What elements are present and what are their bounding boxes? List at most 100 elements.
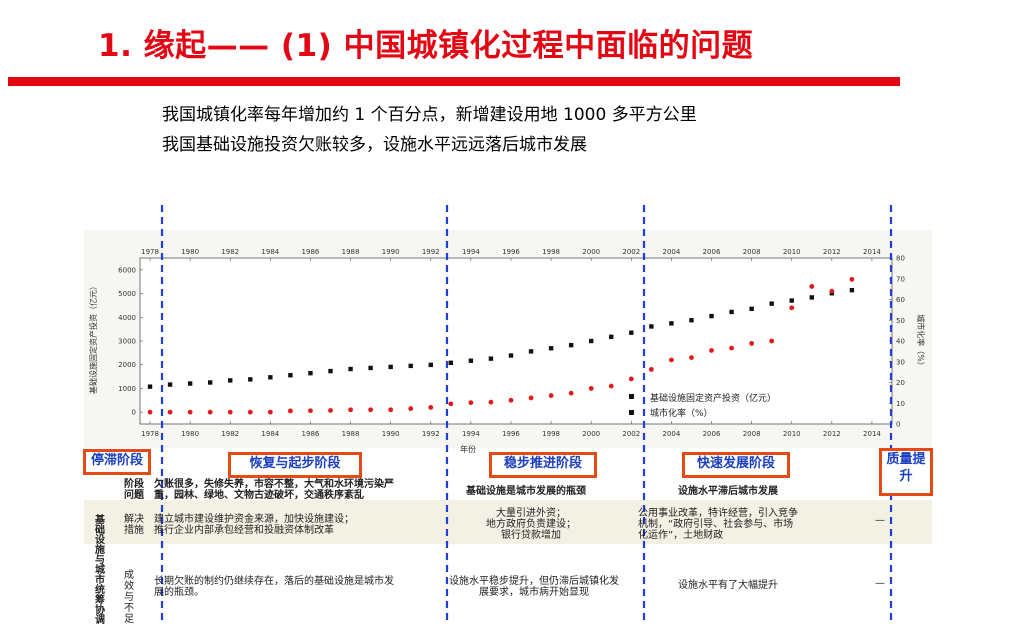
data-point-urbanization — [608, 383, 614, 389]
x-tick-label-top: 1980 — [181, 248, 199, 256]
cell-measures-rapid-2: 机制，“政府引导、社会参与、市场 — [638, 519, 794, 530]
data-point-investment — [448, 360, 454, 365]
x-tick-label-bottom: 1982 — [221, 430, 239, 438]
x-tick-label-top: 2008 — [743, 248, 761, 256]
legend-marker-investment — [629, 394, 634, 399]
data-point-urbanization — [568, 390, 574, 396]
cell-measures-steady-1: 大量引进外资； — [496, 508, 566, 519]
cell-measures-steady-2: 地方政府负责建设； — [486, 519, 576, 530]
data-point-investment — [629, 330, 634, 335]
data-point-urbanization — [769, 338, 775, 344]
data-point-urbanization — [408, 406, 414, 411]
data-point-investment — [147, 384, 153, 389]
data-point-urbanization — [548, 393, 554, 398]
cell-problems-recovery-2: 重，园林、绿地、文物古迹破坏，交通秩序紊乱 — [154, 490, 364, 501]
x-tick-label-bottom: 2014 — [863, 430, 881, 438]
stage-label-quality: 质量提升 — [879, 448, 933, 496]
data-point-urbanization — [288, 408, 293, 414]
data-point-investment — [248, 377, 253, 382]
x-tick-label-top: 1984 — [261, 248, 279, 256]
data-point-investment — [288, 373, 293, 378]
data-point-urbanization — [428, 405, 434, 410]
x-tick-label-bottom: 2000 — [582, 430, 600, 438]
data-point-investment — [167, 382, 173, 387]
cell-results-steady-1: 设施水平稳步提升，但仍滞后城镇化发 — [449, 576, 619, 587]
data-point-investment — [408, 363, 413, 369]
subtitle-line-2: 我国基础设施投资欠账较多，设施水平远远落后城市发展 — [162, 135, 587, 155]
x-tick-label-bottom: 1998 — [542, 430, 560, 438]
y-right-tick-label: 50 — [896, 317, 905, 325]
x-tick-label-bottom: 1980 — [181, 430, 199, 438]
x-tick-label-bottom: 1990 — [382, 430, 400, 438]
data-point-urbanization — [147, 409, 153, 415]
cell-measures-quality: — — [875, 515, 885, 526]
subtitle-line-1: 我国城镇化率每年增加约 1 个百分点，新增建设用地 1000 多平方公里 — [162, 105, 697, 125]
x-tick-label-top: 1994 — [462, 248, 480, 256]
x-tick-label-bottom: 2006 — [703, 430, 721, 438]
x-tick-label-top: 1996 — [502, 248, 520, 256]
y-right-tick-label: 0 — [896, 421, 900, 429]
data-point-investment — [488, 356, 494, 361]
y-right-tick-label: 30 — [896, 358, 905, 366]
cell-measures-rapid-3: 化运作”，土地财政 — [638, 530, 724, 541]
data-point-urbanization — [227, 409, 233, 415]
x-tick-label-top: 2012 — [823, 248, 841, 256]
stage-label-steady: 稳步推进阶段 — [489, 452, 597, 478]
x-tick-label-bottom: 1988 — [342, 430, 360, 438]
data-point-urbanization — [528, 395, 534, 401]
row-heading-measures: 解决措施 — [124, 514, 144, 536]
data-point-investment — [568, 342, 574, 348]
stage-label-stagnation: 停滞阶段 — [83, 449, 151, 475]
data-point-investment — [849, 287, 855, 293]
data-point-urbanization — [648, 367, 654, 372]
x-tick-label-top: 2006 — [703, 248, 721, 256]
cell-problems-steady: 基础设施是城市发展的瓶颈 — [466, 486, 586, 497]
cell-problems-recovery-1: 欠账很多，失修失养，市容不整，大气和水环境污染严 — [154, 479, 394, 490]
y-right-tick-label: 40 — [896, 338, 905, 346]
x-tick-label-top: 2010 — [783, 248, 801, 256]
x-tick-label-bottom: 2008 — [743, 430, 761, 438]
x-tick-label-bottom: 1986 — [302, 430, 320, 438]
data-point-investment — [769, 301, 774, 306]
x-tick-label-top: 1982 — [221, 248, 239, 256]
cell-measures-recovery-2: 推行企业内部承包经营和投融资体制改革 — [154, 525, 334, 536]
data-point-investment — [228, 378, 233, 383]
data-point-urbanization — [508, 397, 514, 403]
x-tick-label-bottom: 1992 — [422, 430, 440, 438]
data-point-investment — [548, 346, 554, 351]
y-left-tick-label: 2000 — [118, 361, 136, 369]
data-point-urbanization — [689, 355, 694, 360]
y-left-tick-label: 6000 — [118, 266, 136, 274]
data-point-investment — [468, 358, 474, 363]
data-point-investment — [268, 375, 273, 380]
data-point-urbanization — [368, 407, 374, 413]
x-tick-label-bottom: 2012 — [823, 430, 841, 438]
data-point-urbanization — [789, 305, 795, 311]
slide-title: 1. 缘起—— (1) 中国城镇化过程中面临的问题 — [98, 28, 754, 64]
data-point-urbanization — [749, 340, 755, 346]
table-row-band — [84, 500, 932, 544]
x-tick-label-top: 1998 — [542, 248, 560, 256]
data-point-urbanization — [167, 409, 173, 415]
x-tick-label-bottom: 2004 — [662, 430, 680, 438]
data-point-urbanization — [267, 409, 273, 415]
data-point-investment — [428, 362, 433, 368]
x-tick-label-bottom: 1984 — [261, 430, 279, 438]
row-heading-results: 成效与不足 — [124, 570, 134, 625]
data-point-urbanization — [247, 409, 253, 415]
data-point-urbanization — [588, 386, 594, 391]
data-point-investment — [207, 380, 213, 385]
cell-problems-rapid: 设施水平滞后城市发展 — [678, 486, 778, 497]
data-point-urbanization — [348, 407, 353, 413]
data-point-investment — [809, 295, 814, 300]
data-point-urbanization — [308, 408, 313, 414]
y-left-tick-label: 3000 — [118, 338, 136, 346]
data-point-urbanization — [207, 409, 213, 415]
y-right-tick-label: 20 — [896, 379, 905, 387]
data-point-urbanization — [488, 399, 494, 405]
data-point-investment — [187, 381, 193, 386]
row-heading-problems: 阶段问题 — [124, 479, 144, 501]
legend-label-urbanization: 城市化率（%） — [650, 407, 713, 419]
legend-label-investment: 基础设施固定资产投资（亿元） — [650, 392, 776, 404]
